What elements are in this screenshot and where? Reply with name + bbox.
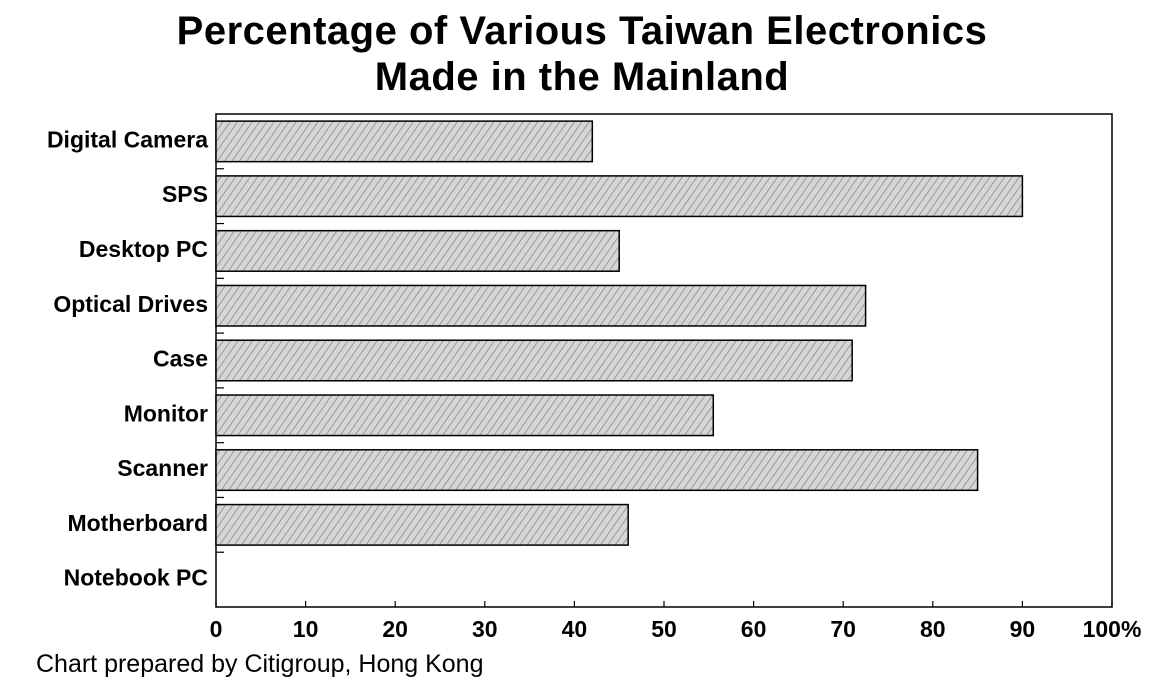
category-label-scanner: Scanner (117, 455, 208, 481)
x-tick-label-60: 60 (741, 616, 767, 642)
category-label-monitor: Monitor (124, 400, 208, 426)
bar-optical-drives (215, 284, 867, 327)
category-label-digital-camera: Digital Camera (47, 126, 208, 152)
category-label-case: Case (153, 346, 208, 372)
x-tick-label-100-pct: 100% (1083, 616, 1142, 642)
chart-title-line-2: Made in the Mainland (374, 55, 790, 99)
bar-case (215, 339, 853, 382)
bar-digital-camera (215, 120, 594, 163)
category-label-optical-drives: Optical Drives (53, 291, 208, 317)
category-label-notebook-pc: Notebook PC (64, 565, 208, 591)
bar-motherboard (215, 503, 629, 546)
x-tick-label-40: 40 (562, 616, 588, 642)
bar-desktop-pc (215, 229, 620, 272)
chart-credit: Chart prepared by Citigroup, Hong Kong (36, 650, 484, 678)
x-tick-label-80: 80 (920, 616, 946, 642)
x-tick-label-50: 50 (651, 616, 677, 642)
bar-monitor (215, 394, 715, 437)
chart-title: Percentage of Various Taiwan Electronics… (0, 8, 1164, 100)
category-label-sps: SPS (162, 181, 208, 207)
x-tick-label-30: 30 (472, 616, 498, 642)
x-tick-label-90: 90 (1010, 616, 1036, 642)
category-label-motherboard: Motherboard (67, 510, 208, 536)
x-tick-label-0: 0 (210, 616, 223, 642)
bar-sps (215, 175, 1024, 218)
chart-title-line-1: Percentage of Various Taiwan Electronics (176, 9, 988, 53)
x-tick-label-70: 70 (830, 616, 856, 642)
x-tick-label-10: 10 (293, 616, 319, 642)
category-label-desktop-pc: Desktop PC (79, 236, 208, 262)
bar-scanner (215, 449, 979, 492)
x-tick-label-20: 20 (382, 616, 408, 642)
